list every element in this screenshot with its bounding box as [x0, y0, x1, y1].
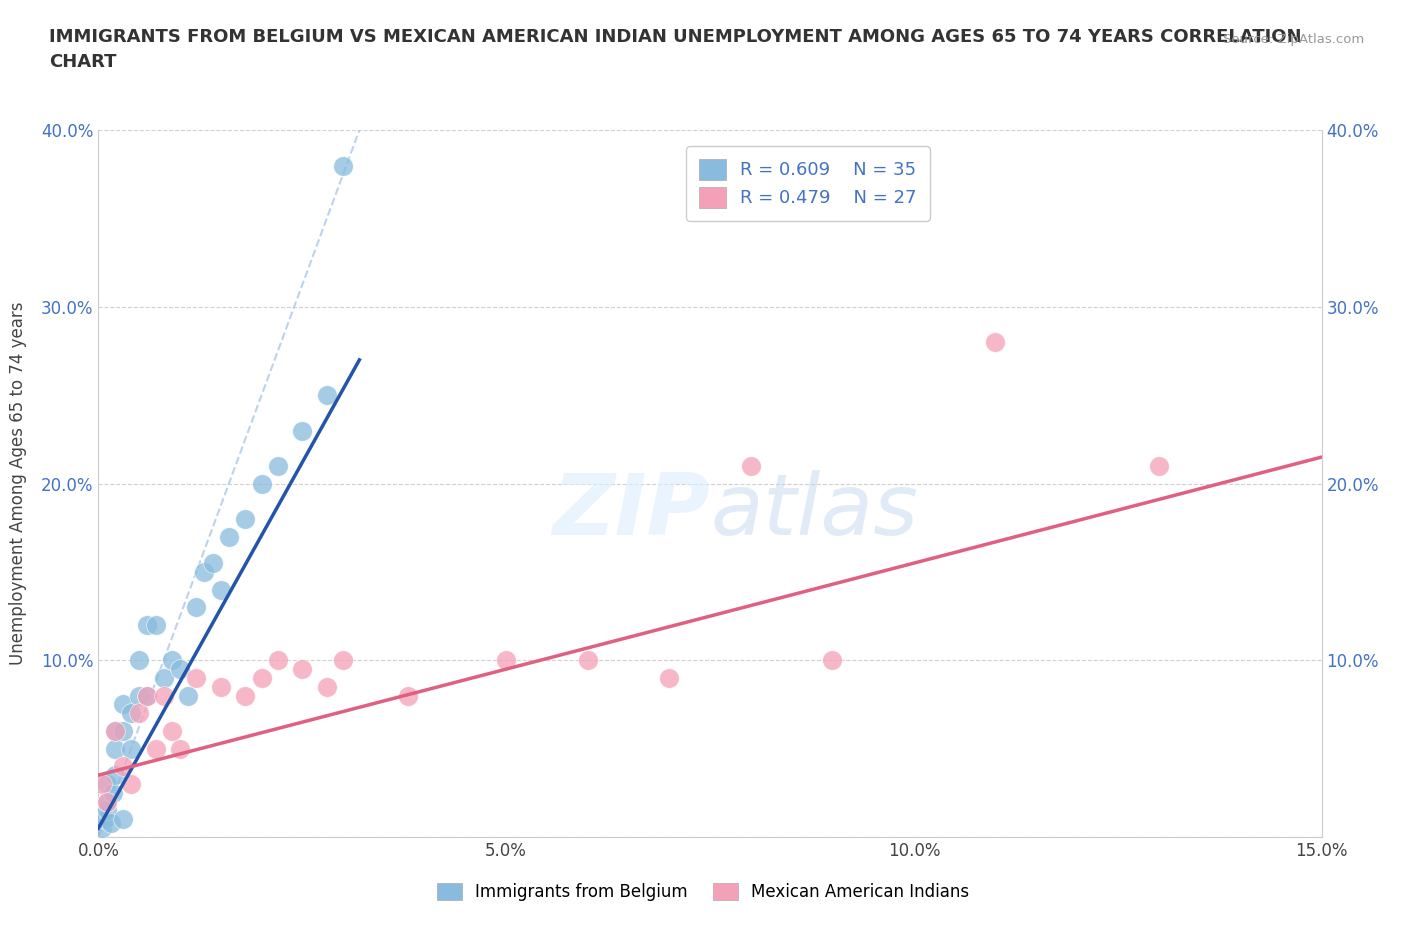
Point — [658, 671, 681, 685]
Point — [104, 724, 127, 738]
Point — [332, 653, 354, 668]
Point — [291, 423, 314, 438]
Point — [233, 688, 256, 703]
Point — [315, 679, 337, 694]
Point — [136, 618, 159, 632]
Text: atlas: atlas — [710, 471, 918, 553]
Text: ZIP: ZIP — [553, 471, 710, 553]
Point — [186, 600, 208, 615]
Point — [233, 512, 256, 526]
Point — [136, 688, 159, 703]
Point — [576, 653, 599, 668]
Point — [169, 662, 191, 677]
Point — [120, 777, 142, 791]
Point — [104, 768, 127, 783]
Point — [250, 476, 273, 491]
Point — [104, 724, 127, 738]
Point — [740, 458, 762, 473]
Legend: R = 0.609    N = 35, R = 0.479    N = 27: R = 0.609 N = 35, R = 0.479 N = 27 — [686, 146, 929, 220]
Point — [96, 794, 118, 809]
Point — [128, 653, 150, 668]
Point — [145, 741, 167, 756]
Point — [396, 688, 419, 703]
Point — [315, 388, 337, 403]
Point — [136, 688, 159, 703]
Point — [104, 741, 127, 756]
Point — [152, 688, 174, 703]
Point — [111, 698, 134, 712]
Point — [101, 785, 124, 800]
Point — [111, 812, 134, 827]
Point — [291, 662, 314, 677]
Point — [128, 688, 150, 703]
Point — [160, 724, 183, 738]
Point — [495, 653, 517, 668]
Point — [169, 741, 191, 756]
Point — [193, 565, 215, 579]
Point — [267, 458, 290, 473]
Point — [120, 741, 142, 756]
Point — [120, 706, 142, 721]
Legend: Immigrants from Belgium, Mexican American Indians: Immigrants from Belgium, Mexican America… — [430, 876, 976, 908]
Point — [160, 653, 183, 668]
Point — [145, 618, 167, 632]
Point — [96, 777, 118, 791]
Point — [111, 759, 134, 774]
Point — [177, 688, 200, 703]
Point — [96, 804, 118, 818]
Point — [984, 335, 1007, 350]
Text: IMMIGRANTS FROM BELGIUM VS MEXICAN AMERICAN INDIAN UNEMPLOYMENT AMONG AGES 65 TO: IMMIGRANTS FROM BELGIUM VS MEXICAN AMERI… — [49, 28, 1302, 71]
Point — [128, 706, 150, 721]
Y-axis label: Unemployment Among Ages 65 to 74 years: Unemployment Among Ages 65 to 74 years — [10, 302, 27, 665]
Point — [91, 821, 114, 836]
Point — [94, 812, 117, 827]
Point — [267, 653, 290, 668]
Point — [96, 794, 118, 809]
Point — [1147, 458, 1170, 473]
Point — [332, 158, 354, 173]
Point — [250, 671, 273, 685]
Point — [201, 556, 224, 571]
Point — [152, 671, 174, 685]
Point — [186, 671, 208, 685]
Point — [821, 653, 844, 668]
Point — [91, 777, 114, 791]
Point — [209, 679, 232, 694]
Point — [218, 529, 240, 544]
Point — [209, 582, 232, 597]
Point — [111, 724, 134, 738]
Point — [100, 816, 122, 830]
Text: Source: ZipAtlas.com: Source: ZipAtlas.com — [1223, 33, 1364, 46]
